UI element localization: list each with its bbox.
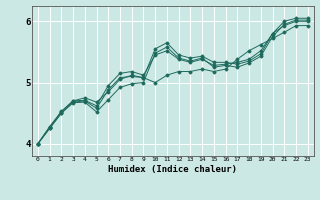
X-axis label: Humidex (Indice chaleur): Humidex (Indice chaleur) <box>108 165 237 174</box>
